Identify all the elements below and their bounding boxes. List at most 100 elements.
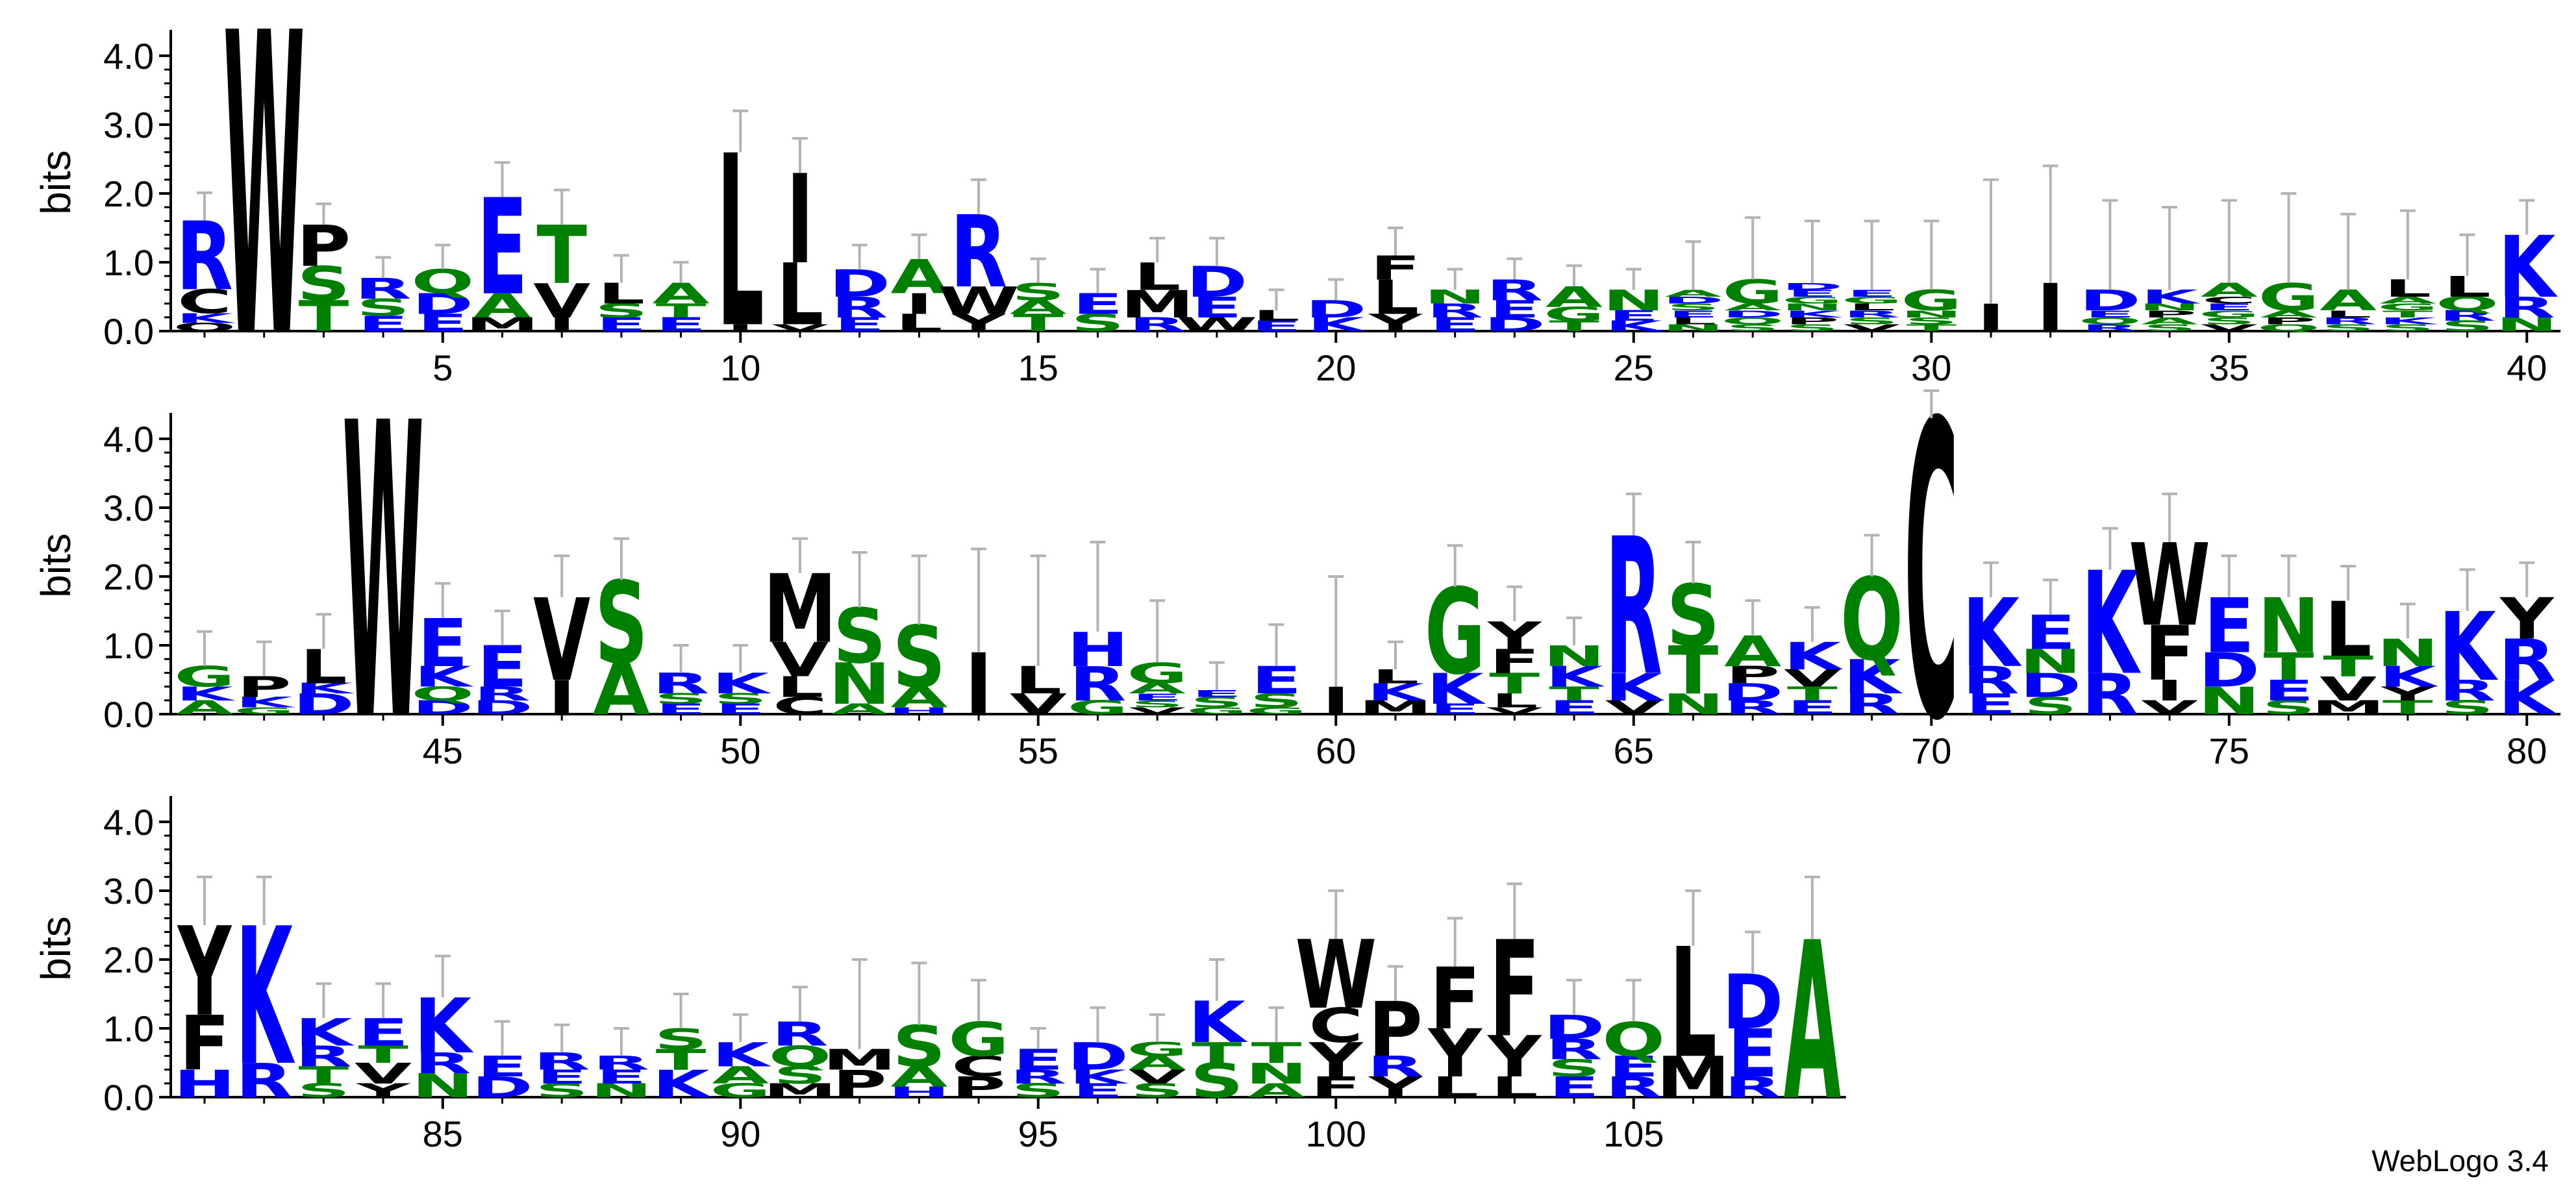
x-tick-label: 5 xyxy=(432,347,453,388)
logo-letter-T: T xyxy=(1251,1037,1302,1070)
logo-letter-R: R xyxy=(236,1053,293,1108)
logo-letter-N: N xyxy=(590,1080,652,1102)
logo-letter-S: S xyxy=(655,1023,708,1056)
logo-letter-N: N xyxy=(1901,309,1962,320)
logo-letter-V: V xyxy=(1605,697,1662,719)
logo-letter-E: E xyxy=(1847,288,1897,299)
logo-stack: DRE xyxy=(471,609,533,719)
logo-letter-K: K xyxy=(414,983,474,1071)
logo-letter-N: N xyxy=(1662,688,1724,721)
logo-letter-E: E xyxy=(1787,697,1838,719)
logo-letter-K: K xyxy=(1367,678,1427,706)
logo-stack: EL xyxy=(1251,288,1302,334)
logo-letter-K: K xyxy=(176,311,236,327)
x-tick-label: 75 xyxy=(2209,730,2249,771)
logo-stack: ESL xyxy=(595,254,648,336)
x-tick-label: 15 xyxy=(1018,347,1058,388)
x-tick-label: 10 xyxy=(720,347,760,388)
logo-letter-L: L xyxy=(777,671,824,704)
logo-letter-A: A xyxy=(593,649,650,731)
logo-letter-R: R xyxy=(1367,1050,1424,1084)
logo-letter-E: E xyxy=(656,701,707,717)
logo-letter-E: E xyxy=(2204,302,2255,313)
x-tick-label: 45 xyxy=(423,730,463,771)
logo-letter-A: A xyxy=(2260,309,2317,320)
logo-letter-N: N xyxy=(1543,640,1605,673)
logo-letter-N: N xyxy=(1662,323,1724,334)
x-tick-label: 90 xyxy=(720,1113,760,1154)
logo-letter-H: H xyxy=(888,1084,950,1100)
logo-letter-L: L xyxy=(1848,302,1895,313)
logo-letter-L: L xyxy=(1253,308,1300,324)
logo-stack: PCG xyxy=(948,978,1009,1104)
logo-stack: EKG xyxy=(1425,544,1486,717)
logo-letter-Q: Q xyxy=(2079,316,2142,327)
logo-letter-L: L xyxy=(1669,917,1717,1092)
logo-letter-D: D xyxy=(471,1071,533,1104)
logo-letter-D: D xyxy=(1067,1035,1129,1078)
x-tick-label: 40 xyxy=(2507,347,2547,388)
logo-letter-A: A xyxy=(1545,281,1603,314)
logo-letter-R: R xyxy=(1427,300,1484,322)
logo-letter-L: L xyxy=(1669,316,1717,327)
logo-letter-K: K xyxy=(176,683,236,705)
logo-letter-N: N xyxy=(2496,314,2558,336)
logo-stack: ML xyxy=(1657,889,1730,1111)
x-tick-label: 65 xyxy=(1614,730,1654,771)
y-tick-label: 0.0 xyxy=(103,694,154,735)
logo-letter-P: P xyxy=(1368,986,1422,1074)
logo-letter-S: S xyxy=(1071,309,1124,336)
logo-letter-S: S xyxy=(2441,318,2494,334)
logo-letter-F: F xyxy=(1310,1071,1361,1104)
logo-stack: ANT xyxy=(1245,1006,1307,1102)
logo-letter-M: M xyxy=(466,314,539,336)
logo-letter-I: I xyxy=(2156,675,2183,708)
logo-letter-K: K xyxy=(1962,578,2023,688)
logo-letter-A: A xyxy=(831,701,889,717)
logo-letter-P: P xyxy=(1725,662,1779,689)
logo-letter-T: T xyxy=(2382,309,2433,320)
logo-stack: GKP xyxy=(234,640,296,717)
logo-letter-T: T xyxy=(299,1061,349,1089)
logo-letter-M: M xyxy=(1657,1045,1730,1110)
logo-letter-T: T xyxy=(1549,318,1599,334)
logo-stack: DKL xyxy=(293,613,355,721)
logo-letter-S: S xyxy=(1131,1080,1184,1102)
logo-letter-C: C xyxy=(773,692,827,719)
logo-stack: NDE xyxy=(2198,554,2260,723)
logo-letter-G: G xyxy=(1246,706,1307,717)
logo-letter-R: R xyxy=(1962,659,2020,702)
x-tick-label: 30 xyxy=(1911,347,1951,388)
logo-letter-V: V xyxy=(1129,1066,1186,1088)
logo-stack: KEN xyxy=(1603,267,1666,334)
logo-letter-M: M xyxy=(1358,697,1432,719)
logo-stack: TGA xyxy=(1544,264,1605,334)
logo-letter-R: R xyxy=(1844,688,1901,721)
logo-letter-T: T xyxy=(1787,683,1838,705)
logo-letter-S: S xyxy=(1131,699,1184,710)
y-tick-label: 0.0 xyxy=(103,1077,154,1118)
logo-letter-Y: Y xyxy=(1368,309,1423,336)
logo-letter-R: R xyxy=(1486,274,1544,307)
logo-letter-V: V xyxy=(1486,706,1543,717)
logo-letter-G: G xyxy=(1901,284,1962,317)
logo-stack: MKL xyxy=(1358,640,1432,719)
logo-letter-D: D xyxy=(829,262,890,306)
logo-letter-Y: Y xyxy=(1308,1033,1364,1088)
logo-letter-Q: Q xyxy=(769,1040,832,1073)
logo-letter-E: E xyxy=(418,606,468,682)
logo-letter-N: N xyxy=(1781,302,1843,313)
logo-letter-D: D xyxy=(1305,295,1367,323)
logo-letter-S: S xyxy=(2262,697,2315,719)
logo-letter-T: T xyxy=(656,1044,707,1077)
y-axis-label: bits xyxy=(32,916,79,981)
logo-letter-Y: Y xyxy=(1487,614,1543,658)
logo-letter-I: I xyxy=(905,288,932,321)
logo-stack: RML xyxy=(1121,236,1194,336)
